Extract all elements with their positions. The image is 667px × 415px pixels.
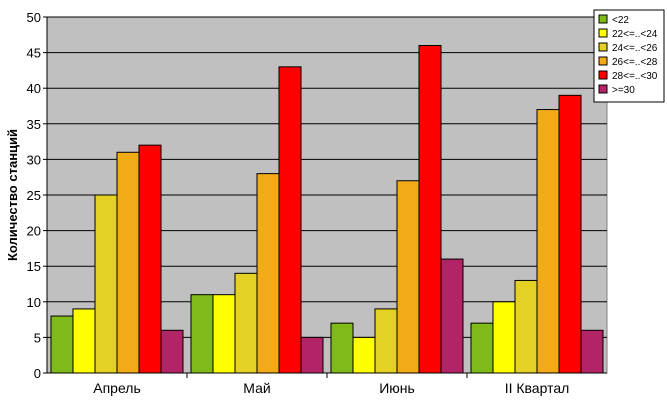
bar xyxy=(72,308,96,374)
bar xyxy=(234,272,258,374)
y-tick-label: 20 xyxy=(27,224,41,239)
legend-label: 28<=..<30 xyxy=(612,71,658,82)
y-tick-label: 10 xyxy=(27,295,41,310)
y-tick-label: 30 xyxy=(27,152,41,167)
y-tick-label: 50 xyxy=(27,10,41,25)
x-category-label: II Квартал xyxy=(505,380,570,396)
y-axis-label: Количество станций xyxy=(5,129,20,261)
y-tick-labels: 0 5 10 15 20 25 30 35 40 45 50 xyxy=(27,10,41,381)
bar xyxy=(418,44,442,374)
bar xyxy=(212,294,236,374)
bar xyxy=(94,194,118,374)
axes xyxy=(43,16,607,378)
bar xyxy=(278,66,302,374)
bar xyxy=(138,144,162,374)
bar xyxy=(580,329,604,374)
y-tick-label: 35 xyxy=(27,117,41,132)
bar xyxy=(558,94,582,374)
bar xyxy=(396,180,420,374)
legend-label: 22<=..<24 xyxy=(612,29,658,40)
legend-swatch xyxy=(598,84,608,94)
bar xyxy=(352,336,376,374)
legend-swatch xyxy=(598,28,608,38)
y-tick-label: 5 xyxy=(34,330,41,345)
legend-label: <22 xyxy=(612,15,629,26)
bar xyxy=(536,109,560,374)
y-tick-label: 25 xyxy=(27,188,41,203)
x-category-label: Июнь xyxy=(379,380,415,396)
y-tick-label: 0 xyxy=(34,366,41,381)
bar xyxy=(330,322,354,374)
legend-label: 26<=..<28 xyxy=(612,57,658,68)
bar xyxy=(374,308,398,374)
y-tick-label: 40 xyxy=(27,81,41,96)
y-tick-label: 15 xyxy=(27,259,41,274)
bar xyxy=(514,279,538,374)
bar xyxy=(256,173,280,374)
bar xyxy=(300,336,324,374)
legend-label: >=30 xyxy=(612,85,635,96)
bar xyxy=(190,294,214,374)
x-category-label: Апрель xyxy=(93,380,141,396)
legend-swatch xyxy=(598,14,608,24)
legend-swatch xyxy=(598,70,608,80)
bars xyxy=(50,44,604,374)
legend-swatch xyxy=(598,42,608,52)
bar xyxy=(116,151,140,374)
x-category-labels: Апрель Май Июнь II Квартал xyxy=(93,380,569,396)
legend-swatch xyxy=(598,56,608,66)
bar xyxy=(470,322,494,374)
x-category-label: Май xyxy=(243,380,270,396)
bar xyxy=(160,329,184,374)
legend: <22 22<=..<24 24<=..<26 26<=..<28 28<=..<30 >… xyxy=(593,9,665,103)
bar xyxy=(492,301,516,374)
legend-label: 24<=..<26 xyxy=(612,43,658,54)
bar xyxy=(440,258,464,374)
y-tick-label: 45 xyxy=(27,46,41,61)
bar xyxy=(50,315,74,374)
